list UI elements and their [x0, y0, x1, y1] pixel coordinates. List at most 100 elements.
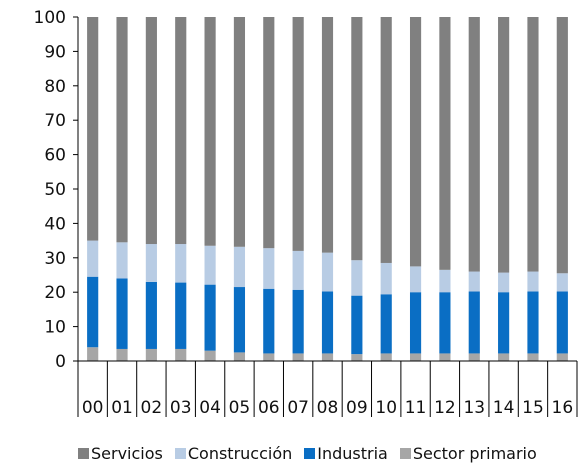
- bar-segment: [321, 353, 334, 361]
- x-tick-label: 12: [434, 398, 456, 418]
- bar-segment: [380, 353, 392, 361]
- x-tick-label: 16: [552, 398, 574, 418]
- bar-segment: [321, 291, 334, 354]
- y-tick-label: 10: [44, 318, 66, 338]
- bar-segment: [468, 353, 480, 361]
- bar-segment: [116, 348, 128, 361]
- y-tick-label: 20: [44, 283, 66, 303]
- bar-segment: [263, 353, 275, 361]
- bar-segment: [409, 17, 422, 267]
- bar-segment: [439, 292, 451, 354]
- legend: Servicios Construcción Industria Sector pri…: [78, 444, 549, 463]
- bar-segment: [175, 282, 187, 349]
- bar-segment: [351, 260, 363, 296]
- bar-segment: [116, 17, 128, 243]
- x-tick-label: 13: [463, 398, 485, 418]
- bar-segment: [263, 288, 275, 354]
- x-tick-label: 06: [258, 398, 280, 418]
- y-tick-label: 0: [55, 352, 66, 372]
- bar-segment: [351, 354, 363, 361]
- x-tick-label: 14: [493, 398, 515, 418]
- bar-segment: [498, 17, 510, 273]
- legend-item: Industria: [304, 444, 388, 463]
- bar-segment: [233, 352, 246, 361]
- legend-label: Sector primario: [412, 444, 537, 463]
- bar-segment: [439, 269, 451, 293]
- bar-segment: [204, 245, 216, 285]
- legend-item: Construcción: [174, 444, 293, 463]
- bar-segment: [468, 271, 480, 292]
- bar-segment: [145, 281, 157, 349]
- y-tick-label: 90: [44, 42, 66, 62]
- bar-segment: [263, 17, 275, 249]
- legend-swatch: [78, 448, 89, 459]
- x-tick-label: 03: [170, 398, 192, 418]
- bar-segment: [145, 348, 157, 361]
- x-tick-label: 08: [317, 398, 339, 418]
- bar-segment: [116, 242, 128, 279]
- bar-segment: [527, 17, 539, 272]
- x-tick-label: 09: [346, 398, 368, 418]
- legend-swatch: [174, 448, 186, 459]
- bar-segment: [87, 17, 99, 241]
- bar-segment: [351, 295, 363, 355]
- bar-segment: [204, 350, 216, 361]
- y-tick-label: 60: [44, 146, 66, 166]
- bar-segment: [527, 353, 539, 361]
- bar-segment: [468, 17, 480, 272]
- legend-swatch: [399, 448, 411, 459]
- x-axis: 00 01 02 03 04 05 06 07 08 09 10 11 12 13 14 15 16: [77, 360, 578, 418]
- bar-segment: [87, 240, 99, 277]
- y-tick-label: 30: [44, 249, 66, 269]
- bar-segment: [292, 289, 304, 354]
- bars-group: [87, 17, 568, 361]
- x-tick-label: 00: [82, 398, 104, 418]
- x-tick-label: 07: [287, 398, 309, 418]
- bar-segment: [292, 17, 304, 251]
- bar-segment: [527, 271, 539, 292]
- bar-segment: [87, 347, 99, 361]
- bar-segment: [556, 273, 568, 292]
- bar-segment: [204, 284, 216, 351]
- legend-swatch: [304, 448, 316, 459]
- bar-segment: [380, 17, 392, 263]
- y-axis: 0 10 20 30 40 50 60 70 80 90 100: [34, 8, 79, 372]
- x-tick-label: 11: [405, 398, 427, 418]
- bar-segment: [409, 353, 422, 361]
- bar-segment: [145, 244, 157, 282]
- legend-label: Construcción: [187, 444, 293, 463]
- y-tick-label: 100: [34, 8, 66, 28]
- bar-segment: [233, 246, 246, 288]
- legend-item: Sector primario: [399, 444, 537, 463]
- bar-segment: [292, 250, 304, 290]
- bar-segment: [233, 287, 246, 353]
- bar-segment: [498, 353, 510, 361]
- bar-segment: [498, 272, 510, 293]
- bar-segment: [116, 278, 128, 349]
- bar-segment: [321, 17, 334, 253]
- bar-segment: [145, 17, 157, 245]
- bar-segment: [175, 17, 187, 245]
- x-tick-label: 01: [111, 398, 133, 418]
- bar-segment: [409, 292, 422, 354]
- bar-segment: [439, 17, 451, 270]
- x-tick-label: 10: [375, 398, 397, 418]
- x-tick-label: 02: [141, 398, 163, 418]
- bar-segment: [527, 291, 539, 354]
- bar-segment: [380, 294, 392, 354]
- bar-segment: [498, 292, 510, 354]
- y-tick-label: 50: [44, 180, 66, 200]
- bar-segment: [439, 353, 451, 361]
- bar-segment: [556, 353, 568, 361]
- bar-segment: [556, 291, 568, 354]
- bar-segment: [175, 244, 187, 283]
- bar-segment: [468, 291, 480, 354]
- bar-segment: [204, 17, 216, 246]
- bar-segment: [292, 353, 304, 361]
- bar-segment: [321, 252, 334, 292]
- legend-label: Servicios: [91, 444, 163, 463]
- bar-segment: [556, 17, 568, 274]
- y-tick-label: 70: [44, 111, 66, 131]
- legend-item: Servicios: [78, 444, 163, 463]
